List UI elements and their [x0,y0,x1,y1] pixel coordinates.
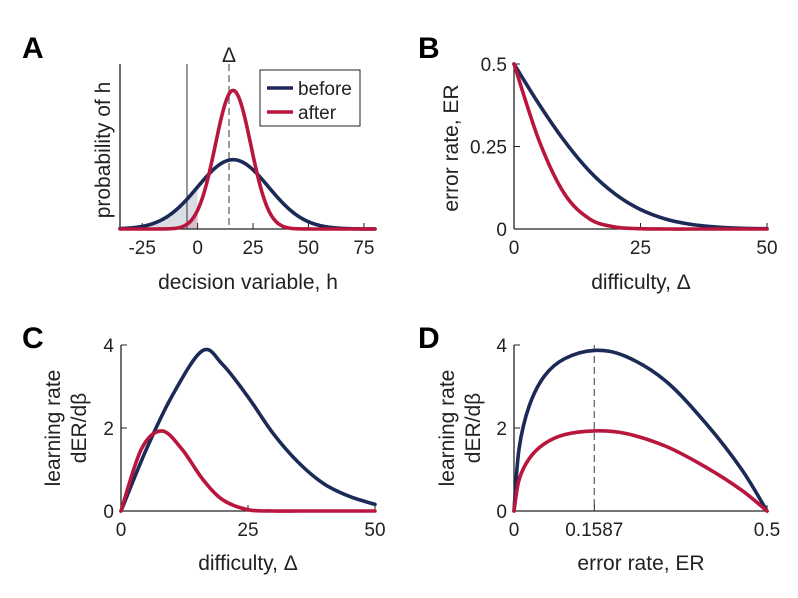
series-line-after [512,429,769,513]
x-tick-label: 50 [298,238,319,259]
y-tick-label: 0 [496,220,507,241]
panel-b: B 0 25 50 0 0.25 0.5 difficulty, Δ error rate… [418,32,778,294]
series-line-before [512,348,769,513]
panel-a: A Δ -25 0 25 50 75 decision variable, h prob… [22,32,377,294]
x-tick-label: 25 [237,520,258,541]
y-axis-label-line-1: learning rate [436,370,459,487]
error-tail-before [120,186,198,229]
series-line-before [118,157,377,231]
x-tick-label: 0.1587 [565,520,623,541]
series-line-before [119,347,377,513]
x-tick-label: 0 [116,520,127,541]
y-axis-label-line-2: dER/dβ [68,393,91,463]
y-tick-label: 2 [496,419,507,440]
legend-label-after: after [298,103,337,124]
series-line-before [512,62,769,231]
y-tick-label: 0.25 [470,138,507,159]
panel-c: C 0 25 50 0 2 4 difficulty, Δ learning rate d… [22,322,386,575]
x-tick-label: 50 [756,238,777,259]
panel-letter: C [22,322,44,355]
x-axis-label: decision variable, h [158,271,338,294]
series-line-after [119,429,377,513]
delta-annotation: Δ [222,44,236,67]
y-axis-label: error rate, ER [440,84,463,211]
y-tick-label: 0 [103,502,114,523]
y-axis-label: probability of h [92,82,115,219]
x-tick-label: 0 [509,520,520,541]
ticks: 0 25 50 0 2 4 [103,336,385,541]
x-axis-label: difficulty, Δ [591,271,691,294]
y-tick-label: 0 [496,502,507,523]
x-tick-label: 25 [630,238,651,259]
tail-shading [120,186,198,229]
x-ticks: -25 0 25 50 75 [128,223,374,259]
y-axis-label-line-1: learning rate [42,370,65,487]
panel-d: D 0 0.1587 0.5 0 2 4 error rate, ER learning … [418,322,780,575]
legend-label-before: before [298,79,352,100]
error-tail-after [120,210,198,229]
panel-letter: B [418,32,440,65]
series-line-after [512,62,769,231]
x-tick-label: 50 [364,520,385,541]
series-lines [118,88,377,231]
y-tick-label: 0.5 [481,55,507,76]
y-tick-label: 2 [103,419,114,440]
ticks: 0 25 50 0 0.25 0.5 [470,55,778,259]
legend: before after [259,69,361,127]
ticks: 0 0.1587 0.5 0 2 4 [496,336,780,541]
x-axis-label: error rate, ER [577,552,704,575]
x-tick-label: 0 [192,238,203,259]
x-tick-label: 0 [509,238,520,259]
legend-box [259,69,361,127]
panel-letter: A [22,32,44,65]
series-line-after [118,88,377,231]
x-tick-label: -25 [128,238,155,259]
x-tick-label: 0.5 [754,520,780,541]
x-tick-label: 75 [353,238,374,259]
x-tick-label: 25 [242,238,263,259]
series-lines [512,348,769,513]
y-tick-label: 4 [496,336,507,357]
series-lines [119,347,377,513]
y-tick-label: 4 [103,336,114,357]
panel-letter: D [418,322,440,355]
series-lines [512,62,769,231]
x-axis-label: difficulty, Δ [198,552,298,575]
y-axis-label-line-2: dER/dβ [462,393,485,463]
